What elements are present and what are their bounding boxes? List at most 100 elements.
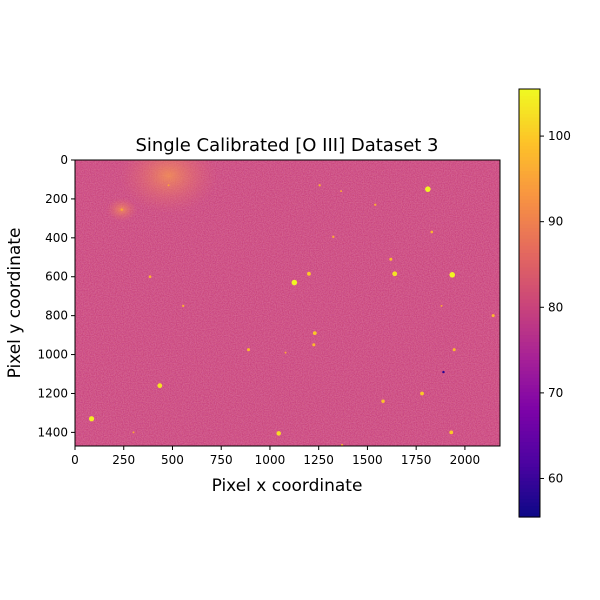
y-tick-label: 1000 [37, 348, 68, 362]
colorbar-stripe [519, 427, 540, 432]
colorbar-stripe [519, 235, 540, 240]
plot-frame [74, 159, 501, 447]
colorbar-stripe [519, 299, 540, 304]
x-tick-label: 500 [161, 453, 184, 467]
colorbar-tick-label: 100 [548, 129, 571, 143]
colorbar-stripe [519, 431, 540, 436]
bright-source [318, 184, 321, 187]
colorbar-stripe [519, 138, 540, 144]
bright-source [381, 399, 385, 403]
bright-source [157, 383, 163, 389]
colorbar-stripe [519, 124, 540, 129]
colorbar-stripe [519, 188, 540, 194]
bright-source [340, 190, 343, 193]
colorbar-stripe [519, 167, 540, 172]
bright-source [132, 431, 135, 434]
x-axis-label: Pixel x coordinate [212, 476, 363, 496]
colorbar-stripe [519, 192, 540, 197]
colorbar-stripe [519, 370, 540, 375]
bright-source [307, 271, 311, 276]
colorbar-stripe [519, 477, 540, 482]
colorbar-stripe [519, 181, 540, 186]
colorbar-stripe [519, 256, 540, 261]
colorbar-stripe [519, 292, 540, 297]
colorbar-stripe [519, 106, 540, 111]
colorbar-stripe [519, 392, 540, 397]
colorbar-stripe [519, 213, 540, 218]
bright-source [425, 186, 431, 192]
x-tick-label: 1500 [352, 453, 383, 467]
colorbar-stripe [519, 399, 540, 404]
colorbar-stripe [519, 335, 540, 340]
colorbar-stripe [519, 324, 540, 329]
colorbar-stripe [519, 89, 540, 94]
colorbar-stripe [519, 463, 540, 468]
y-axis-label: Pixel y coordinate [5, 228, 25, 379]
colorbar-stripe [519, 146, 540, 151]
colorbar-stripe [519, 306, 540, 311]
colorbar-stripe [519, 142, 540, 147]
colorbar-stripe [519, 313, 540, 318]
x-tick-label: 0 [71, 453, 79, 467]
bright-source [312, 331, 317, 336]
y-tick-label: 200 [45, 192, 68, 206]
colorbar-stripe [519, 121, 540, 126]
colorbar-stripe [519, 113, 540, 119]
colorbar-stripe [519, 270, 540, 276]
bright-source [449, 271, 456, 278]
image-plot-area [75, 160, 500, 446]
x-tick-label: 1750 [401, 453, 432, 467]
dark-spots [442, 370, 445, 374]
colorbar-stripe [519, 160, 540, 165]
colorbar-stripe [519, 274, 540, 279]
colorbar-stripe [519, 303, 540, 308]
colorbar-stripe [519, 363, 540, 368]
colorbar-stripe [519, 117, 540, 122]
bright-source [340, 443, 344, 446]
colorbar-stripe [519, 331, 540, 336]
colorbar-stripe [519, 128, 540, 133]
bright-source [452, 348, 456, 352]
colorbar-stripe [519, 492, 540, 497]
colorbar-stripe [519, 452, 540, 457]
bright-source [332, 235, 335, 239]
colorbar-tick-label: 70 [548, 386, 563, 400]
colorbar-tick-label: 60 [548, 471, 563, 485]
bright-source [167, 184, 170, 187]
diffuse-regions [106, 160, 218, 222]
colorbar-stripe [519, 345, 540, 350]
colorbar-stripe [519, 499, 540, 504]
colorbar-stripe [519, 356, 540, 361]
bright-source [246, 348, 251, 352]
colorbar-stripe [519, 338, 540, 343]
colorbar-stripe [519, 110, 540, 115]
colorbar-stripe [519, 360, 540, 365]
colorbar-stripe [519, 395, 540, 400]
colorbar-stripe [519, 474, 540, 479]
colorbar-stripe [519, 156, 540, 161]
colorbar: 60 70 80 90 100 [518, 88, 571, 518]
colorbar-stripe [519, 349, 540, 354]
colorbar-stripe [519, 135, 540, 140]
colorbar-ticks: 60 70 80 90 100 [540, 129, 571, 485]
colorbar-stripe [519, 495, 540, 500]
colorbar-stripe [519, 434, 540, 440]
x-tick-label: 250 [112, 453, 135, 467]
colorbar-stripe [519, 253, 540, 258]
colorbar-stripe [519, 470, 540, 475]
colorbar-stripe [519, 278, 540, 283]
bright-source [430, 230, 434, 234]
colorbar-stripe [519, 420, 540, 425]
colorbar-stripe [519, 196, 540, 201]
y-tick-label: 0 [60, 153, 68, 167]
y-tick-label: 800 [45, 309, 68, 323]
colorbar-stripe [519, 231, 540, 236]
colorbar-stripe [519, 171, 540, 176]
colorbar-stripe [519, 92, 540, 97]
colorbar-stripe [519, 238, 540, 243]
colorbar-stripe [519, 185, 540, 190]
colorbar-stripe [519, 249, 540, 254]
colorbar-stripe [519, 352, 540, 358]
colorbar-stripe [519, 174, 540, 179]
